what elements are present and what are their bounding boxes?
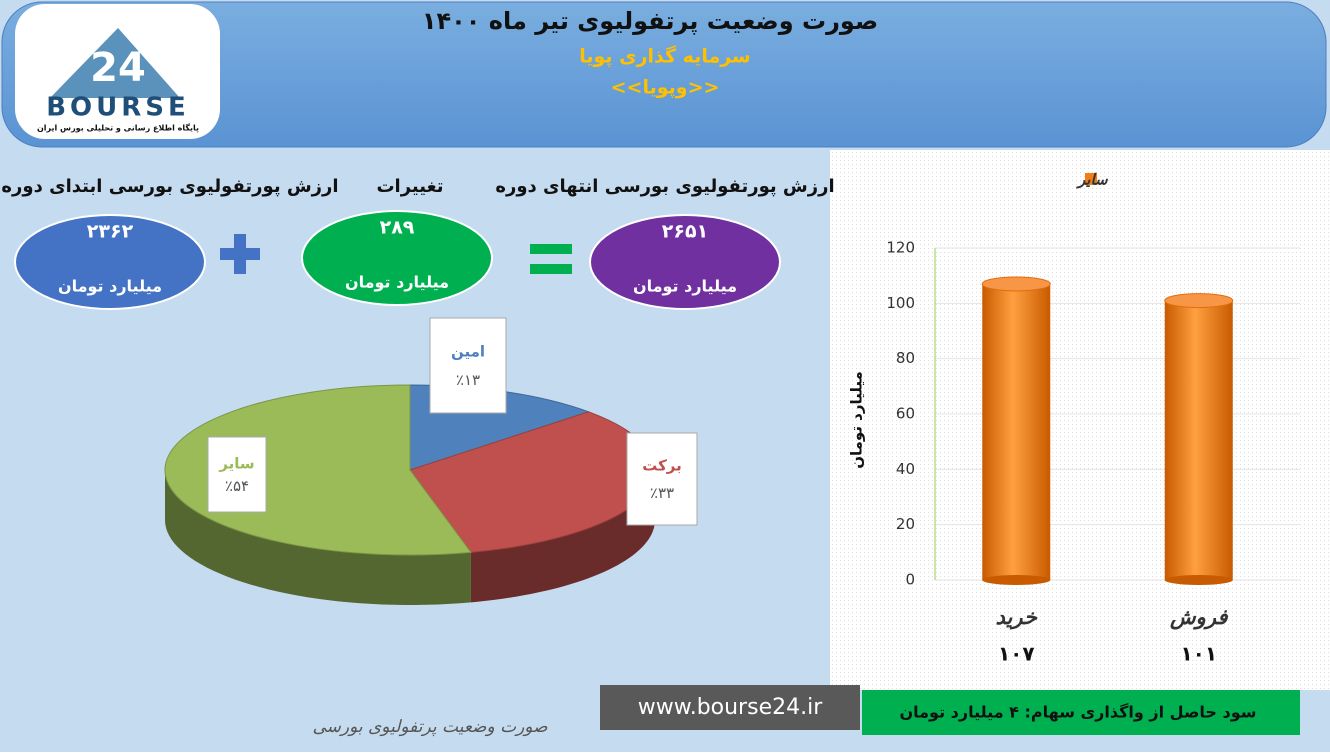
y-tick-label: 20	[896, 515, 915, 533]
legend-label: سایر	[1076, 171, 1109, 189]
logo-number: 24	[90, 45, 146, 91]
bar-base	[982, 575, 1051, 585]
pie-category: سایر	[218, 455, 254, 473]
summary-label: ارزش پورتفولیوی بورسی انتهای دوره	[495, 176, 834, 197]
summary-unit: میلیارد تومان	[633, 277, 737, 296]
logo-name: BOURSE	[46, 93, 190, 123]
header-banner	[1, 1, 1327, 148]
plus-v	[234, 234, 246, 274]
summary-value: ۲۸۹	[380, 217, 415, 239]
logo-triangle	[50, 28, 180, 98]
url-text[interactable]: www.bourse24.ir	[638, 695, 823, 720]
y-tick-label: 0	[905, 571, 915, 589]
y-tick-label: 80	[896, 349, 915, 367]
profit-box	[862, 690, 1300, 735]
summary-oval	[589, 214, 781, 310]
summary-oval	[301, 210, 493, 306]
legend-swatch	[1085, 173, 1097, 185]
equals-top	[530, 244, 572, 254]
y-tick-label: 60	[896, 405, 915, 423]
logo-tagline: پایگاه اطلاع رسانی و تحلیلی بورس ایران	[37, 123, 199, 134]
y-axis-label: میلیارد تومان	[848, 371, 866, 469]
bar-value-label: ۱۰۱	[1180, 642, 1217, 666]
x-tick-label: خرید	[996, 605, 1038, 630]
bar-panel	[830, 150, 1330, 690]
pie-label-box	[207, 436, 267, 513]
bar-top	[1164, 293, 1234, 309]
symbol: <<وپویا>>	[611, 77, 720, 99]
bar-top	[981, 276, 1051, 292]
x-tick-label: فروش	[1169, 605, 1228, 630]
y-tick-label: 120	[886, 239, 915, 257]
pie-slice-side	[165, 470, 471, 605]
bar-value-label: ۱۰۷	[998, 642, 1035, 666]
summary-oval	[14, 214, 206, 310]
pie-category: امین	[451, 343, 485, 361]
summary-label: تغییرات	[376, 176, 443, 197]
pie-slice-side	[470, 470, 655, 603]
title: صورت وضعیت پرتفولیوی تیر ماه ۱۴۰۰	[422, 7, 878, 35]
pie-value-label: ٪۱۳	[456, 371, 480, 389]
summary-value: ۲۳۶۲	[87, 221, 134, 243]
bar-base	[1164, 575, 1233, 585]
profit-text: سود حاصل از واگذاری سهام: ۴ میلیارد توما…	[899, 703, 1256, 722]
summary-unit: میلیارد تومان	[345, 273, 449, 292]
y-tick-label: 100	[886, 294, 915, 312]
pie-label-box	[626, 432, 698, 526]
subtitle: سرمایه گذاری پویا	[579, 45, 751, 68]
pie-category: برکت	[642, 457, 682, 475]
bar	[982, 283, 1051, 580]
y-tick-label: 40	[896, 460, 915, 478]
pie-value-label: ٪۵۴	[225, 477, 249, 495]
summary-label: ارزش پورتفولیوی بورسی ابتدای دوره	[1, 176, 338, 197]
caption: صورت وضعیت پرتفولیوی بورسی	[312, 717, 548, 737]
pie-label-box	[429, 317, 507, 414]
summary-unit: میلیارد تومان	[58, 277, 162, 296]
bar	[1164, 300, 1233, 580]
pie-value-label: ٪۳۳	[650, 484, 674, 502]
equals-bottom	[530, 264, 572, 274]
summary-value: ۲۶۵۱	[662, 221, 708, 243]
url-box	[600, 685, 860, 730]
